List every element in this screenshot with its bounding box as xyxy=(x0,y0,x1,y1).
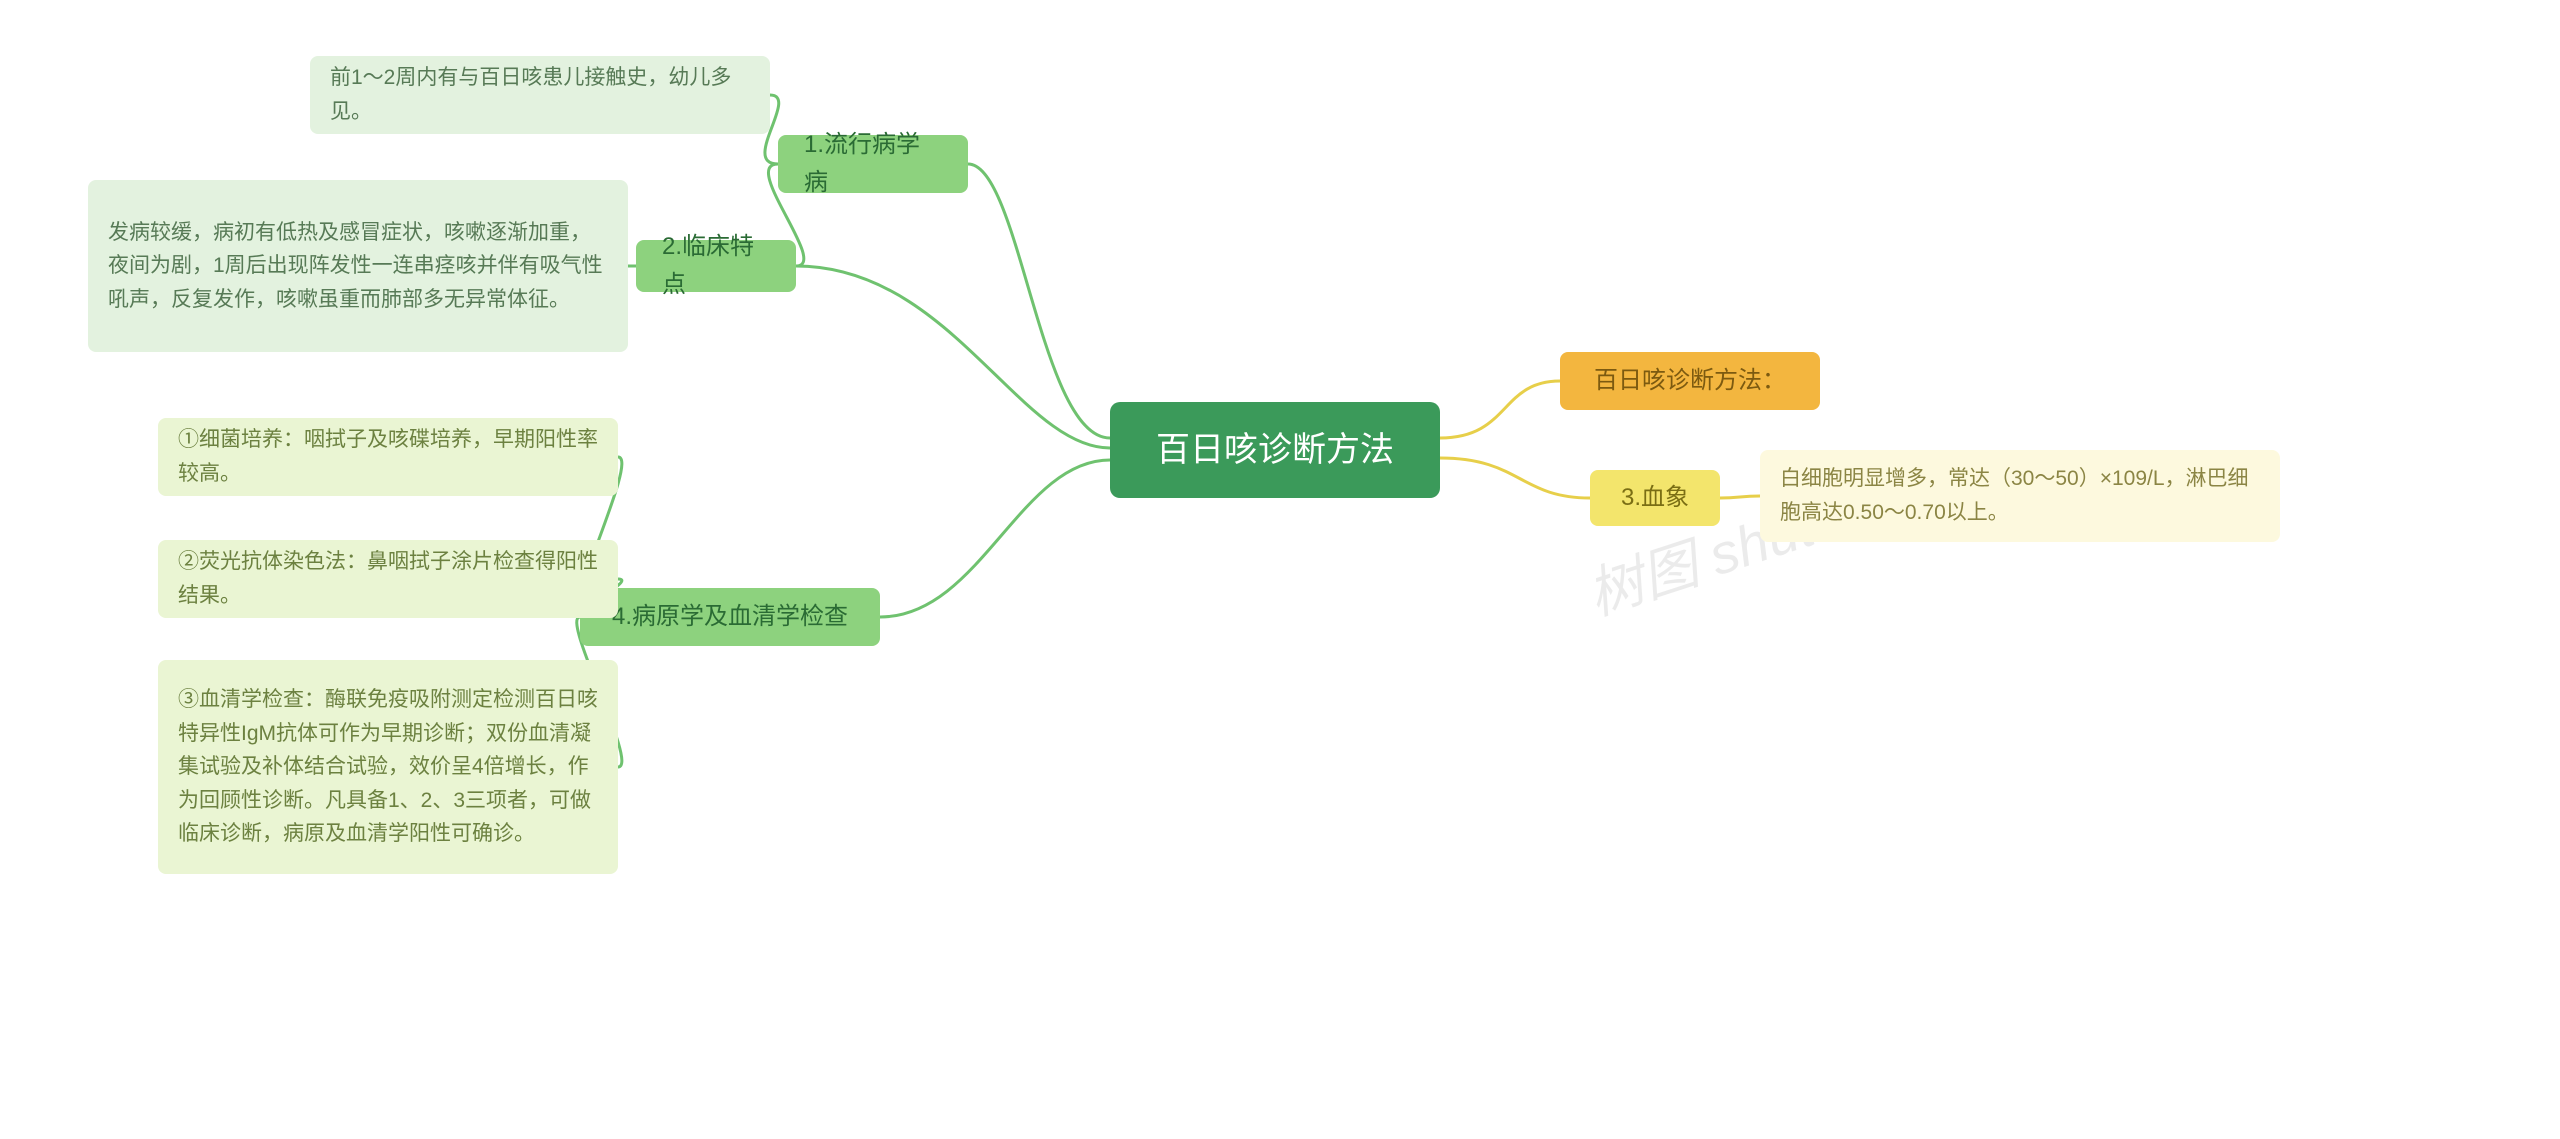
root-node: 百日咳诊断方法 xyxy=(1110,402,1440,498)
branch-pathogen-serology: 4.病原学及血清学检查 xyxy=(580,588,880,646)
leaf-pathogen-1: ①细菌培养：咽拭子及咳碟培养，早期阳性率较高。 xyxy=(158,418,618,496)
branch-clinical: 2.临床特点 xyxy=(636,240,796,292)
branch-epidemiology: 1.流行病学病 xyxy=(778,135,968,193)
branch-diagnosis-methods: 百日咳诊断方法： xyxy=(1560,352,1820,410)
leaf-pathogen-2: ②荧光抗体染色法：鼻咽拭子涂片检查得阳性结果。 xyxy=(158,540,618,618)
leaf-blood: 白细胞明显增多，常达（30～50）×109/L，淋巴细胞高达0.50～0.70以… xyxy=(1760,450,2280,542)
leaf-pathogen-3: ③血清学检查：酶联免疫吸附测定检测百日咳特异性IgM抗体可作为早期诊断；双份血清… xyxy=(158,660,618,874)
branch-blood: 3.血象 xyxy=(1590,470,1720,526)
leaf-clinical: 发病较缓，病初有低热及感冒症状，咳嗽逐渐加重，夜间为剧，1周后出现阵发性一连串痉… xyxy=(88,180,628,352)
leaf-epidemiology: 前1～2周内有与百日咳患儿接触史，幼儿多见。 xyxy=(310,56,770,134)
